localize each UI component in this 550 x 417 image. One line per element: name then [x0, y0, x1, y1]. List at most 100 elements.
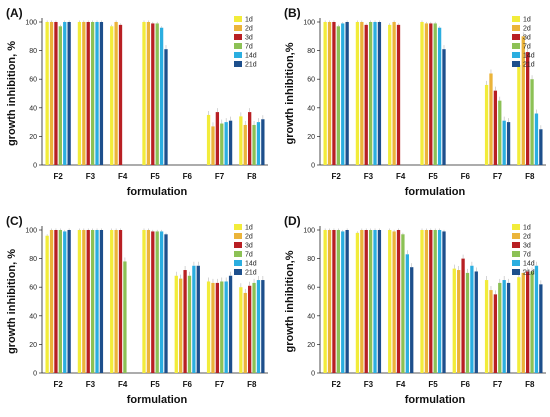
- bar: [58, 230, 62, 373]
- legend-entry: 14d: [523, 53, 535, 60]
- legend-swatch: [234, 61, 242, 67]
- legend-entry: 21d: [245, 62, 257, 69]
- y-tick-label: 0: [33, 163, 37, 170]
- bar: [164, 234, 168, 373]
- bar: [368, 230, 373, 373]
- bar: [437, 230, 442, 373]
- panel-d: (D) 0 20 40 60 80 100 growth inhibition,% formul…: [284, 214, 546, 406]
- bar: [192, 265, 196, 373]
- bar: [220, 281, 224, 373]
- bar: [142, 230, 146, 373]
- x-tick-label: F7: [493, 380, 503, 389]
- legend-entry: 1d: [245, 17, 253, 24]
- legend-entry: 2d: [245, 234, 253, 241]
- bar: [336, 26, 340, 166]
- bar: [77, 230, 82, 373]
- legend-entry: 3d: [245, 243, 253, 250]
- bar: [484, 84, 489, 165]
- y-tick-label: 20: [307, 134, 315, 141]
- y-tick-label: 100: [25, 228, 37, 235]
- bar: [110, 230, 114, 373]
- legend-entry: 3d: [245, 35, 253, 42]
- x-axis-title: formulation: [127, 394, 188, 406]
- legend-swatch: [234, 224, 242, 230]
- x-axis-title: formulation: [405, 394, 466, 406]
- y-tick-label: 40: [307, 105, 315, 112]
- bar: [373, 230, 377, 373]
- y-tick-label: 0: [33, 371, 37, 378]
- y-axis-title: growth inhibition,%: [284, 250, 296, 352]
- bar: [114, 22, 118, 165]
- x-tick-label: F4: [118, 380, 128, 389]
- legend-entry: 21d: [245, 270, 257, 277]
- bar: [420, 230, 424, 373]
- bar: [118, 230, 123, 373]
- legend-swatch: [234, 43, 242, 49]
- x-axis-title: formulation: [127, 186, 188, 198]
- y-tick-label: 20: [307, 342, 315, 349]
- y-tick-label: 40: [307, 313, 315, 320]
- bar: [457, 270, 461, 373]
- bar: [498, 282, 502, 373]
- y-axis-title: growth inhibition,%: [284, 42, 296, 144]
- bar: [336, 230, 340, 373]
- bar: [526, 52, 530, 165]
- x-tick-label: F8: [247, 172, 257, 181]
- legend-swatch: [512, 269, 520, 275]
- legend-entry: 2d: [523, 26, 531, 33]
- bar: [521, 36, 525, 165]
- bar: [452, 268, 456, 373]
- bar: [90, 22, 95, 165]
- bar: [360, 230, 364, 373]
- bar: [506, 282, 511, 373]
- bar: [327, 22, 332, 165]
- bar: [484, 280, 489, 373]
- y-tick-label: 60: [307, 285, 315, 292]
- bar: [355, 232, 360, 373]
- bar: [461, 258, 465, 373]
- y-axis-title: growth inhibition, %: [6, 41, 18, 146]
- bar: [401, 234, 405, 373]
- bar: [256, 122, 261, 165]
- bar: [341, 231, 345, 373]
- bar: [239, 116, 243, 165]
- bar: [248, 112, 252, 165]
- bar: [224, 122, 228, 165]
- bar: [506, 122, 511, 165]
- bar: [534, 265, 539, 373]
- y-tick-label: 60: [307, 77, 315, 84]
- legend-swatch: [512, 233, 520, 239]
- bar: [345, 230, 349, 373]
- legend-entry: 3d: [523, 35, 531, 42]
- bar: [433, 23, 437, 166]
- x-tick-label: F6: [183, 172, 193, 181]
- bar: [332, 22, 336, 165]
- bar: [110, 26, 114, 166]
- x-tick-label: F4: [118, 172, 128, 181]
- bar: [364, 230, 368, 373]
- bar: [220, 123, 224, 165]
- bar: [179, 278, 183, 373]
- bar: [405, 254, 409, 373]
- panel-label: (D): [284, 214, 301, 228]
- bar: [526, 271, 530, 373]
- legend-swatch: [512, 52, 520, 58]
- legend-swatch: [512, 34, 520, 40]
- bar: [239, 287, 243, 373]
- bar: [174, 275, 178, 373]
- bar: [345, 22, 349, 165]
- bar: [155, 23, 159, 166]
- bar: [211, 126, 215, 165]
- bar: [493, 294, 498, 373]
- bar: [517, 64, 521, 165]
- x-tick-label: F2: [331, 172, 341, 181]
- x-tick-label: F8: [525, 172, 535, 181]
- bar: [123, 261, 127, 373]
- legend-entry: 7d: [245, 252, 253, 259]
- x-tick-label: F7: [493, 172, 503, 181]
- panel-label: (A): [6, 6, 23, 20]
- x-tick-label: F6: [183, 380, 193, 389]
- bar: [63, 231, 67, 373]
- bar: [252, 282, 256, 373]
